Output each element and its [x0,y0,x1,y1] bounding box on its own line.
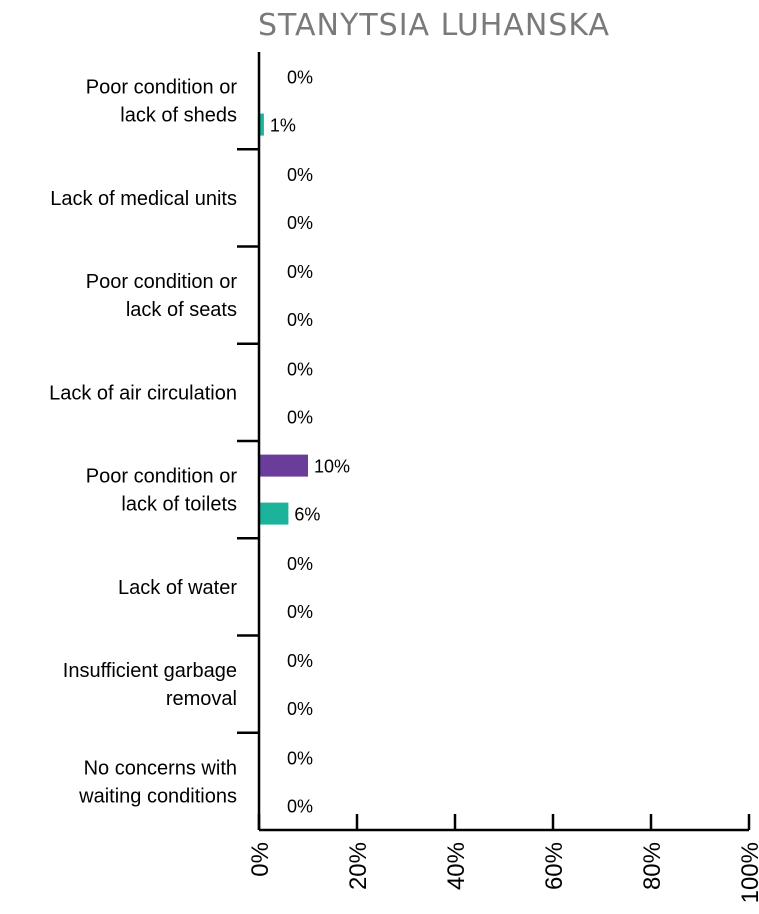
category-label: Insufficient garbage [63,660,237,682]
data-label: 0% [287,554,313,574]
category-label: lack of sheds [120,105,237,127]
category-label: lack of seats [126,299,237,321]
bar [259,502,289,525]
data-label: 0% [287,262,313,282]
category-label: waiting conditions [78,785,237,807]
category-label: Poor condition or [86,271,238,293]
x-tick-label: 60% [541,842,568,890]
data-label: 0% [287,796,313,816]
category-label: Lack of air circulation [49,382,237,404]
x-tick-label: 100% [737,842,759,903]
category-label: lack of toilets [121,494,237,516]
data-label: 1% [270,116,296,136]
x-tick-label: 80% [639,842,666,890]
data-label: 10% [314,457,350,477]
category-label: Poor condition or [86,466,238,488]
data-label: 0% [287,165,313,185]
x-tick-label: 0% [247,842,274,877]
data-label: 0% [287,602,313,622]
bar [259,454,308,477]
data-label: 0% [287,213,313,233]
category-label: removal [166,688,237,710]
data-label: 0% [287,748,313,768]
x-tick-label: 20% [345,842,372,890]
category-label: Lack of medical units [50,188,237,210]
data-label: 6% [294,505,320,525]
data-label: 0% [287,359,313,379]
x-tick-label: 40% [443,842,470,890]
category-label: Poor condition or [86,77,238,99]
data-label: 0% [287,310,313,330]
data-label: 0% [287,407,313,427]
chart-title: STANYTSIA LUHANSKA [258,8,611,43]
bar [259,113,264,136]
data-label: 0% [287,699,313,719]
data-label: 0% [287,651,313,671]
data-label: 0% [287,68,313,88]
category-label: Lack of water [118,577,237,599]
category-label: No concerns with [84,757,237,779]
